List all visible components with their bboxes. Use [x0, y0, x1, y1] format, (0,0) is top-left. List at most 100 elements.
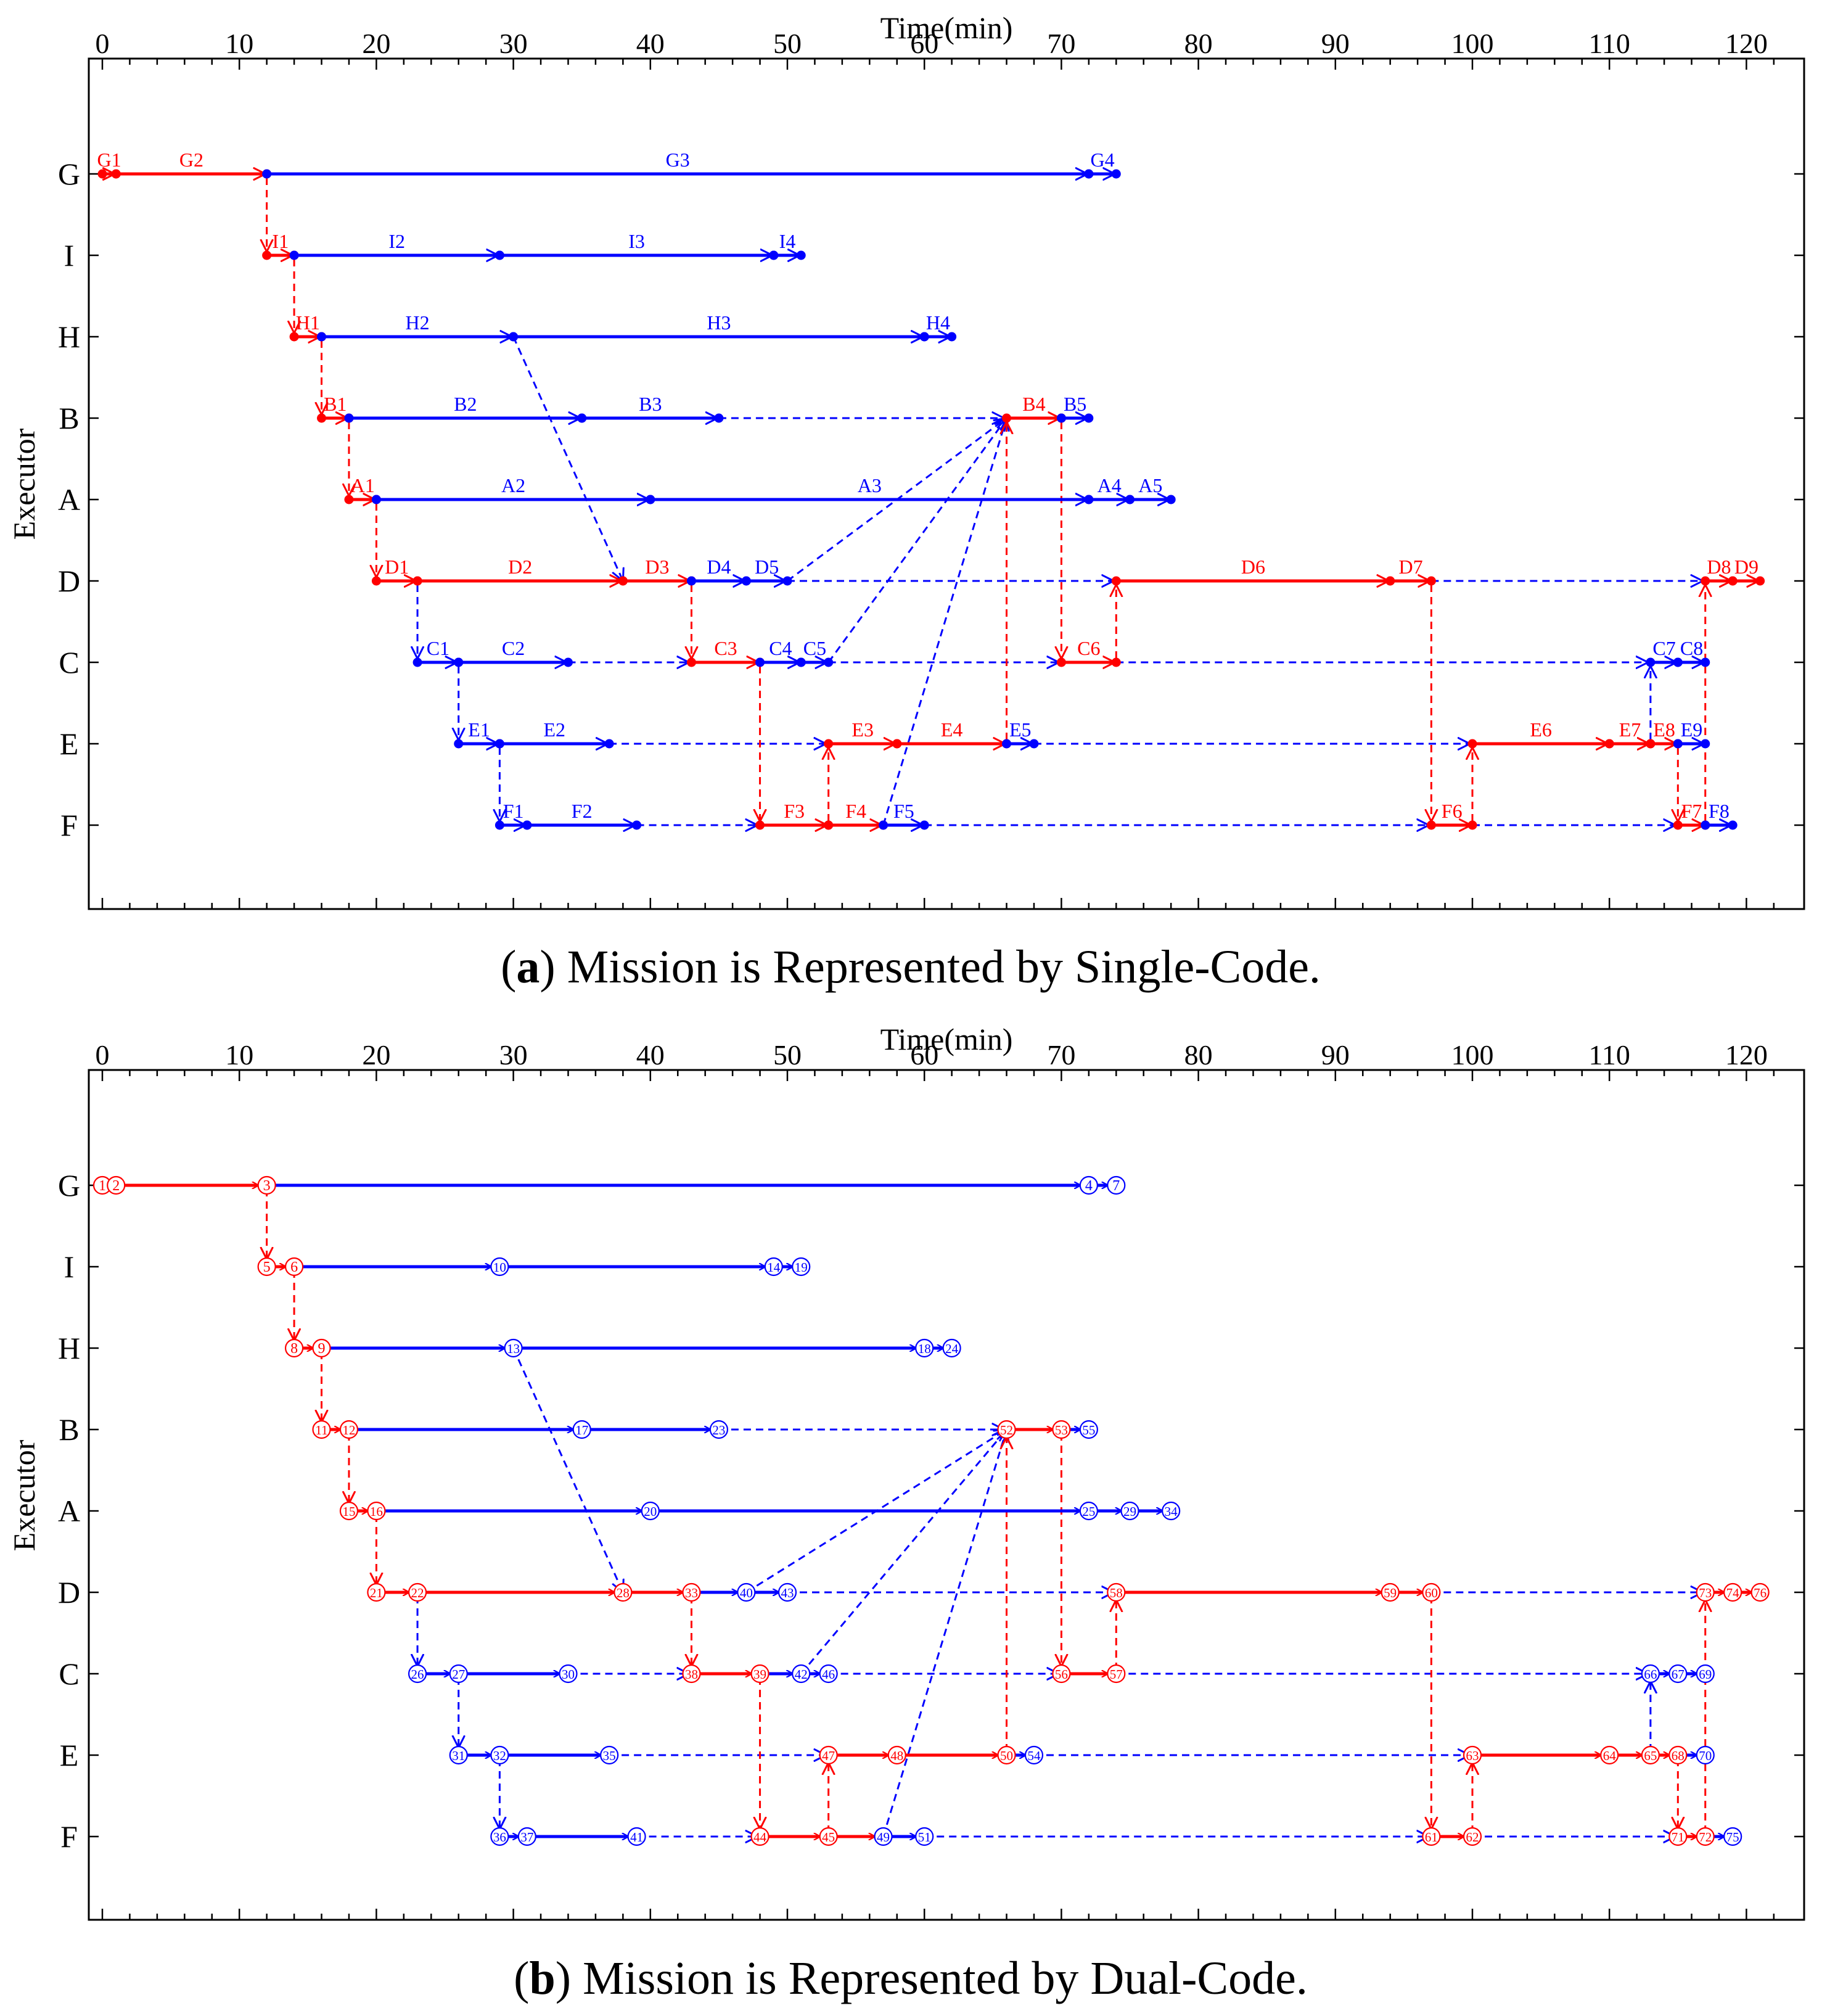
- event-node-label: 13: [507, 1341, 520, 1356]
- task-start-dot: [1701, 820, 1710, 830]
- x-tick-label: 40: [636, 1039, 665, 1071]
- task-label: G4: [1091, 149, 1115, 171]
- event-node-label: 73: [1699, 1586, 1712, 1600]
- event-node-label: 34: [1165, 1504, 1178, 1519]
- event-node-label: 47: [822, 1748, 835, 1763]
- x-axis-title: Time(min): [880, 10, 1013, 45]
- event-node: [682, 1664, 701, 1684]
- task-label: C4: [769, 637, 792, 659]
- event-node-label: 50: [1000, 1748, 1013, 1763]
- x-tick-label: 50: [773, 1039, 802, 1071]
- x-tick-label: 10: [225, 1039, 253, 1071]
- event-node: [1750, 1582, 1770, 1602]
- caption-a-label: a: [516, 941, 540, 993]
- task-start-dot: [796, 657, 806, 667]
- task-label: B1: [324, 393, 347, 415]
- event-node: [915, 1827, 934, 1846]
- event-node-label: 10: [493, 1260, 506, 1275]
- y-row-label: I: [64, 238, 75, 273]
- event-node-label: 54: [1027, 1748, 1041, 1763]
- event-node-label: 35: [603, 1748, 616, 1763]
- task-label: F5: [893, 800, 914, 822]
- event-node-label: 25: [1082, 1504, 1095, 1519]
- event-node-label: 48: [890, 1748, 903, 1763]
- event-node-label: 28: [617, 1586, 630, 1600]
- y-row-label: C: [59, 645, 79, 680]
- y-row-label: G: [58, 157, 80, 191]
- event-node: [1079, 1420, 1098, 1439]
- event-node-label: 70: [1699, 1748, 1712, 1763]
- task-label: A3: [858, 474, 882, 496]
- task-end-dot: [1755, 576, 1765, 586]
- event-node-label: 21: [370, 1586, 383, 1600]
- event-node: [1463, 1745, 1482, 1765]
- event-node: [627, 1827, 646, 1846]
- task-end-dot: [1111, 169, 1121, 179]
- task-start-dot: [1056, 657, 1066, 667]
- y-axis-title: Executor: [7, 428, 41, 540]
- caption-a-text: Mission is Represented by Single-Code.: [556, 941, 1321, 993]
- x-tick-label: 60: [910, 28, 938, 59]
- event-node-label: 51: [918, 1830, 931, 1845]
- y-row-label: A: [58, 482, 80, 517]
- event-node: [1696, 1582, 1715, 1602]
- task-label: B5: [1064, 393, 1086, 415]
- task-label: D8: [1707, 556, 1731, 578]
- event-node-label: 8: [290, 1341, 298, 1357]
- x-tick-label: 120: [1725, 28, 1768, 59]
- task-start-dot: [1646, 657, 1656, 667]
- event-node-label: 38: [685, 1667, 698, 1682]
- event-node: [1668, 1745, 1688, 1765]
- y-row-label: I: [64, 1249, 75, 1284]
- event-node: [1668, 1664, 1688, 1684]
- task-label: I2: [388, 230, 405, 252]
- task-end-dot: [919, 820, 929, 830]
- y-row-label: H: [58, 1331, 80, 1365]
- task-label: F4: [845, 800, 866, 822]
- x-tick-label: 80: [1184, 1039, 1213, 1071]
- task-label: C2: [502, 637, 525, 659]
- event-node-label: 36: [493, 1830, 506, 1845]
- task-label: E1: [468, 718, 490, 741]
- event-node-label: 30: [562, 1667, 575, 1682]
- event-node-label: 41: [630, 1830, 643, 1845]
- event-node-label: 67: [1672, 1667, 1685, 1682]
- task-start-dot: [494, 739, 504, 749]
- y-row-label: E: [60, 1738, 79, 1772]
- event-node: [1668, 1827, 1688, 1846]
- task-start-dot: [262, 169, 272, 179]
- y-row-label: G: [58, 1168, 80, 1203]
- event-node: [284, 1257, 304, 1277]
- event-node-label: 3: [263, 1178, 271, 1194]
- event-node: [1696, 1827, 1715, 1846]
- event-node-label: 63: [1466, 1748, 1479, 1763]
- task-label: E6: [1530, 718, 1552, 741]
- task-start-dot: [262, 250, 272, 260]
- task-label: F3: [784, 800, 805, 822]
- event-node: [819, 1827, 838, 1846]
- task-label: E8: [1653, 718, 1675, 741]
- task-end-dot: [1426, 576, 1436, 586]
- event-node-label: 5: [263, 1259, 271, 1275]
- event-node: [1120, 1501, 1139, 1521]
- event-node: [1381, 1582, 1400, 1602]
- task-start-dot: [1002, 413, 1012, 423]
- event-node-label: 43: [781, 1586, 794, 1600]
- event-node-label: 31: [452, 1748, 465, 1763]
- task-start-dot: [1002, 739, 1012, 749]
- task-start-dot: [1728, 576, 1738, 586]
- event-node-label: 69: [1699, 1667, 1712, 1682]
- task-label: C8: [1680, 637, 1703, 659]
- task-end-dot: [796, 250, 806, 260]
- event-node-label: 40: [740, 1586, 753, 1600]
- event-node: [1079, 1175, 1098, 1195]
- gantt-marks: G1 G2 G3 G4 I1 I2 I3 I4 H1 H2 H3 H4 B1 B2 B3 B4 B5 A1 A2 A3…: [97, 149, 1765, 830]
- event-node-label: 62: [1466, 1830, 1479, 1845]
- event-node-label: 32: [493, 1748, 506, 1763]
- task-label: D6: [1241, 556, 1265, 578]
- event-node-label: 72: [1699, 1830, 1712, 1845]
- task-label: H3: [707, 311, 731, 334]
- x-tick-label: 10: [225, 28, 253, 59]
- event-node: [942, 1338, 961, 1358]
- event-node-label: 60: [1425, 1586, 1438, 1600]
